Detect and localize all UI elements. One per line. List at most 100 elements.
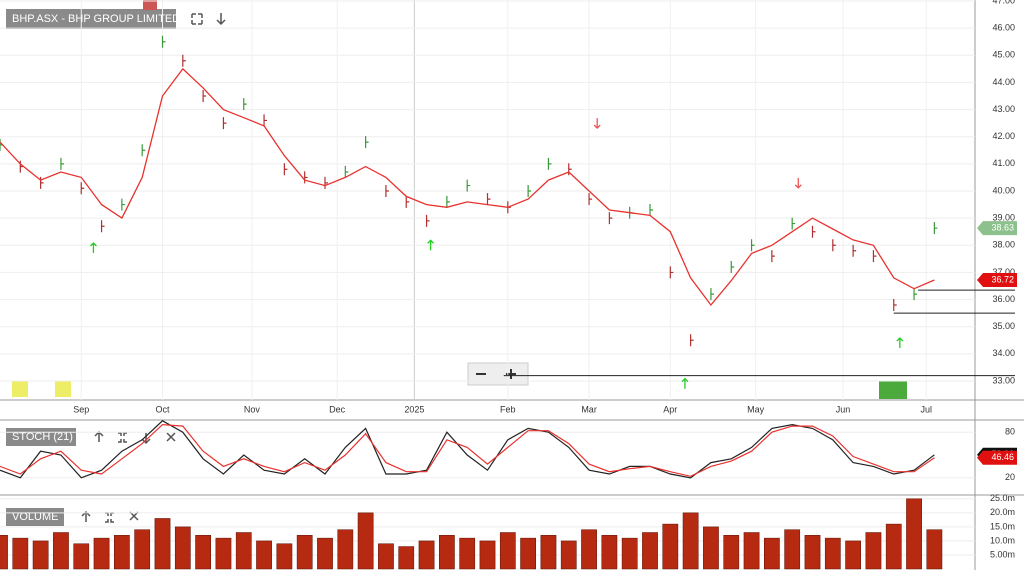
signal-arrow [593,118,601,130]
y-tick-label: 20 [1005,472,1015,482]
volume-bar [723,535,740,570]
price-bar [385,185,389,197]
volume-bar [73,543,90,570]
y-tick-label: 10.0m [990,535,1015,545]
volume-bar [32,540,49,570]
price-bar [649,204,653,216]
value-tag-label: 38.63 [991,223,1014,233]
y-tick-label: 36.00 [992,294,1015,304]
volume-bar [499,532,516,570]
volume-bar [743,532,760,570]
price-bar [182,54,186,67]
volume-bar [317,537,333,570]
volume-bar [174,526,191,570]
volume-bar [764,537,780,570]
volume-bar [784,529,801,570]
price-bar [324,176,328,189]
edit-icon[interactable] [12,381,28,397]
volume-bar [53,532,69,570]
volume-bar [12,537,29,570]
signal-arrow [794,177,802,189]
price-bar [405,195,410,208]
price-bar [913,288,918,301]
x-tick-label: Jul [920,404,932,414]
volume-bar [845,540,861,570]
y-tick-label: 41.00 [992,158,1015,168]
price-bar [466,179,471,192]
volume-bar [357,512,374,570]
y-tick-label: 34.00 [992,348,1015,358]
x-tick-label: 2025 [404,404,424,414]
volume-bar [337,529,354,570]
y-tick-label: 15.0m [990,521,1015,531]
price-bar [690,334,694,347]
x-tick-label: Apr [663,404,677,414]
volume-bar [581,529,597,570]
value-tag-label: 46.46 [991,452,1014,462]
price-bar [588,193,593,206]
volume-bar [459,537,476,570]
price-bar [791,217,796,230]
volume-bar [662,523,679,570]
value-tag-label: 36.72 [991,274,1014,284]
volume-bar [276,543,293,570]
y-tick-label: 80 [1005,427,1015,437]
y-tick-label: 39.00 [992,213,1015,223]
indicator-line [0,423,935,477]
price-bar [446,195,450,208]
chart-title: BHP.ASX - BHP GROUP LIMITED [12,13,180,25]
event-marker[interactable] [143,0,157,10]
y-tick-label: 44.00 [992,77,1015,87]
volume-bar [378,543,394,570]
volume-bar [0,535,8,570]
y-tick-label: 45.00 [992,50,1015,60]
price-bar [608,212,613,225]
y-tick-label: 38.00 [992,240,1015,250]
edit-icon[interactable] [55,381,71,397]
price-bar [243,98,247,111]
y-tick-label: 37.00 [992,267,1015,277]
zoom-control[interactable] [467,362,529,386]
volume-bar [642,532,658,570]
volume-bar [601,535,618,570]
x-tick-label: Oct [155,404,170,414]
price-bar [832,239,836,252]
price-bar [811,225,816,238]
value-tag [977,221,1017,236]
x-tick-label: Mar [581,404,597,414]
volume-bar [560,540,577,570]
volume-bar [926,529,943,570]
y-tick-label: 42.00 [992,131,1015,141]
y-tick-label: 25.0m [990,493,1015,503]
y-tick-label: 5.00m [990,549,1015,559]
indicator-title: STOCH (21) [12,431,73,443]
volume-bar [906,498,922,570]
y-tick-label: 33.00 [992,375,1015,385]
x-tick-label: Sep [73,404,89,414]
volume-bar [439,535,455,570]
value-tag [977,273,1017,288]
volume-bar [865,532,882,570]
volume-bar [296,535,313,570]
price-bar [344,166,349,178]
price-bar [304,171,308,184]
title-box [6,9,176,29]
volume-bar [154,518,171,570]
event-marker[interactable] [879,381,907,399]
price-bar [527,185,532,197]
price-bar [222,117,227,130]
price-bar [933,222,938,235]
x-tick-label: May [747,404,765,414]
x-tick-label: Feb [500,404,516,414]
signal-arrow [89,242,97,253]
price-bar [161,35,166,48]
price-bar [425,214,430,227]
y-tick-label: 35.00 [992,321,1015,331]
volume-bar [114,535,130,570]
volume-bar [134,529,151,570]
signal-arrow [896,337,904,348]
price-bar [80,182,85,195]
volume-bar [682,512,699,570]
